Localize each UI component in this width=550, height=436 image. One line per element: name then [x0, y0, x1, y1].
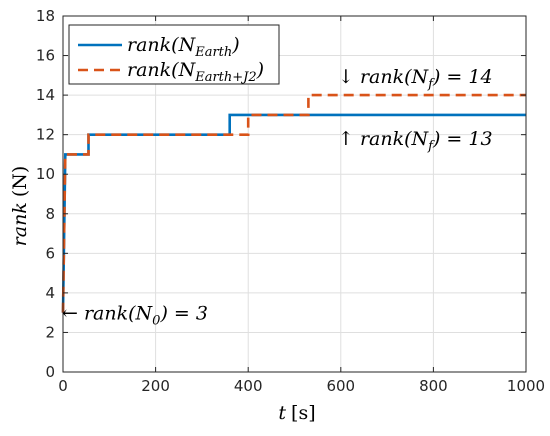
- y-axis-label: rank(N): [9, 166, 31, 247]
- y-tick-label: 8: [45, 205, 55, 223]
- x-tick-label: 600: [326, 377, 355, 395]
- annotation-nf14: ↓ rank(Nf) = 14: [338, 66, 493, 92]
- legend-label-2: rank(NEarth+J2): [127, 59, 264, 85]
- x-tick-label: 800: [419, 377, 448, 395]
- y-tick-label: 12: [36, 126, 55, 144]
- legend-box: [68, 24, 280, 85]
- annotations: ← rank(N0) = 3 ↓ rank(Nf) = 14 ↑ rank(Nf) …: [62, 66, 493, 329]
- y-tick-label: 18: [36, 7, 55, 25]
- y-tick-label: 6: [45, 244, 55, 262]
- tick-marks: [62, 15, 527, 373]
- y-tick-label: 2: [45, 323, 55, 341]
- x-tick-label: 0: [58, 377, 68, 395]
- x-tick-label: 200: [141, 377, 170, 395]
- series-line-2: [61, 93, 526, 313]
- legend: rank(NEarth)rank(NEarth+J2): [68, 24, 280, 85]
- tick-labels: 0 200 400 600 800 1000 0 2 4 6 8 10 12 14 16 18: [36, 7, 545, 395]
- y-tick-label: 0: [45, 363, 55, 381]
- annotation-nf13: ↑ rank(Nf) = 13: [338, 128, 493, 154]
- y-tick-label: 14: [36, 86, 55, 104]
- x-tick-label: 400: [234, 377, 263, 395]
- x-tick-label: 1000: [507, 377, 545, 395]
- y-tick-label: 4: [45, 284, 55, 302]
- legend-label-1: rank(NEarth): [127, 34, 240, 60]
- axes-box: [62, 15, 527, 373]
- y-tick-label: 16: [36, 47, 55, 65]
- plot-area: [61, 93, 526, 313]
- y-tick-label: 10: [36, 165, 55, 183]
- annotation-n0: ← rank(N0) = 3: [62, 303, 208, 329]
- x-axis-label: t [s]: [278, 402, 315, 424]
